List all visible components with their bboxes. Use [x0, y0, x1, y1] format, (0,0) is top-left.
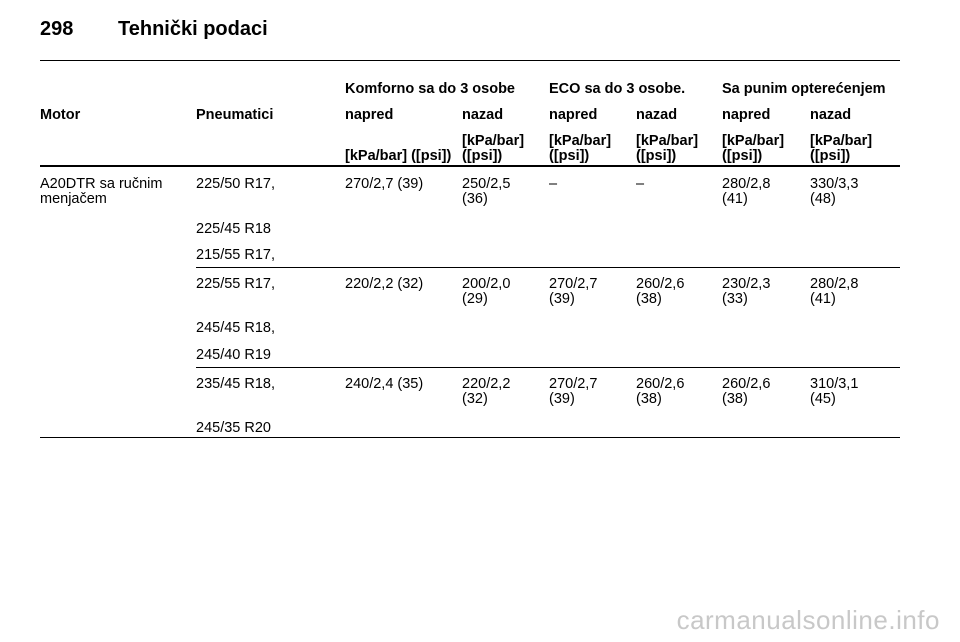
pressure-value: 280/2,8 (41)	[810, 276, 859, 307]
row-divider	[196, 367, 900, 368]
subheader-rear: nazad	[462, 107, 504, 123]
motor-cell: A20DTR sa ručnim menjačem	[40, 176, 163, 207]
pressure-value: 240/2,4 (35)	[345, 376, 424, 392]
pressure-value: 200/2,0 (29)	[462, 276, 511, 307]
subheader-front: napred	[345, 107, 394, 123]
pressure-value: 260/2,6 (38)	[636, 376, 685, 407]
header-divider	[40, 60, 900, 61]
pressure-value: 250/2,5 (36)	[462, 176, 511, 207]
unit-header: [kPa/bar] ([psi])	[462, 133, 525, 164]
pressure-value: 270/2,7 (39)	[345, 176, 424, 192]
tire-size: 235/45 R18,	[196, 376, 276, 392]
unit-header: [kPa/bar] ([psi])	[636, 133, 699, 164]
pressure-value: 310/3,1 (45)	[810, 376, 859, 407]
page-number: 298	[40, 18, 74, 40]
unit-header: [kPa/bar] ([psi])	[549, 133, 612, 164]
subheader-rear: nazad	[636, 107, 678, 123]
tire-size: 215/55 R17,	[196, 247, 276, 263]
tire-size: 245/45 R18,	[196, 320, 276, 336]
pressure-value: 270/2,7 (39)	[549, 376, 598, 407]
pressure-value: 260/2,6 (38)	[722, 376, 771, 407]
column-header-motor: Motor	[40, 107, 81, 123]
pressure-value: 220/2,2 (32)	[462, 376, 511, 407]
subheader-rear: nazad	[810, 107, 852, 123]
tire-size: 225/55 R17,	[196, 276, 276, 292]
tire-size: 245/40 R19	[196, 347, 271, 363]
pressure-value: 230/2,3 (33)	[722, 276, 771, 307]
pressure-value: 220/2,2 (32)	[345, 276, 424, 292]
page-title: Tehnički podaci	[118, 18, 268, 40]
group-header-full-load: Sa punim opterećenjem	[722, 81, 886, 97]
unit-header: [kPa/bar] ([psi])	[722, 133, 785, 164]
pressure-value: 270/2,7 (39)	[549, 276, 598, 307]
tire-size: 245/35 R20	[196, 420, 271, 436]
unit-header: [kPa/bar] ([psi])	[810, 133, 873, 164]
pressure-value: 260/2,6 (38)	[636, 276, 685, 307]
column-header-tires: Pneumatici	[196, 107, 274, 123]
tire-size: 225/45 R18	[196, 221, 271, 237]
tire-size: 225/50 R17,	[196, 176, 276, 192]
group-header-comfort: Komforno sa do 3 osobe	[345, 81, 515, 97]
pressure-value: –	[636, 176, 645, 192]
watermark: carmanualsonline.info	[676, 605, 940, 635]
row-divider	[196, 267, 900, 268]
subheader-front: napred	[549, 107, 598, 123]
page-header: 298 Tehnički podaci	[40, 18, 268, 41]
pressure-value: –	[549, 176, 558, 192]
table-bottom-divider	[40, 437, 900, 438]
subheader-front: napred	[722, 107, 771, 123]
pressure-value: 330/3,3 (48)	[810, 176, 859, 207]
group-header-eco: ECO sa do 3 osobe.	[549, 81, 686, 97]
pressure-value: 280/2,8 (41)	[722, 176, 771, 207]
table-header-divider	[40, 165, 900, 167]
unit-header: [kPa/bar] ([psi])	[345, 148, 452, 164]
